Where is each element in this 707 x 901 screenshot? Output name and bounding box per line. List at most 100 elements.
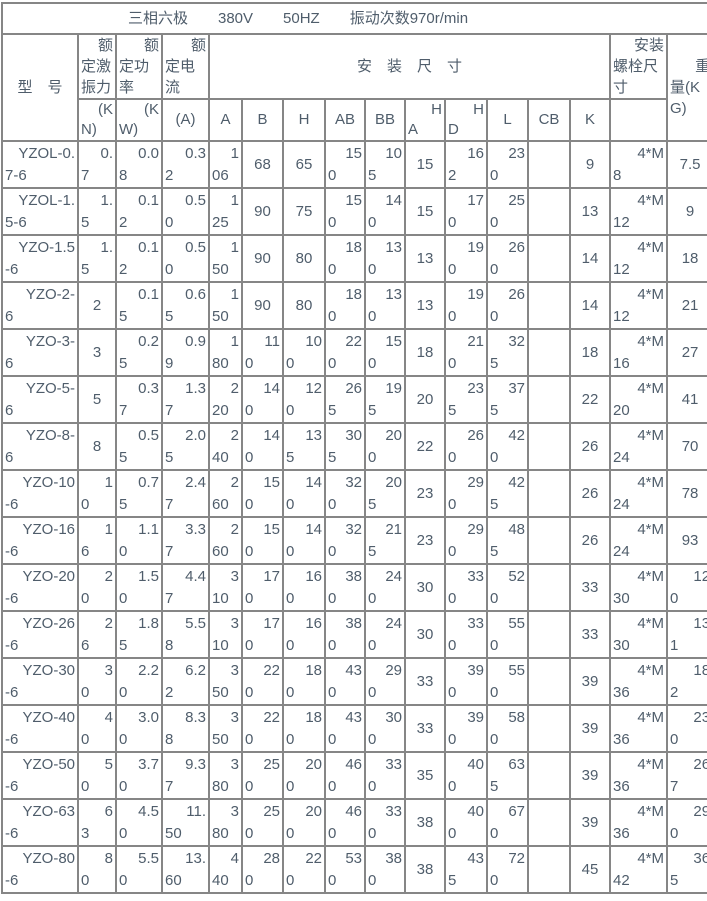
cell-K: 13 bbox=[569, 187, 611, 236]
cell-K: 22 bbox=[569, 375, 611, 424]
cell-BB: 14 0 bbox=[364, 187, 406, 236]
cell-AB: 32 0 bbox=[324, 516, 366, 565]
cell-CB bbox=[527, 328, 571, 377]
cell-bolt: 4*M 42 bbox=[609, 845, 668, 894]
cell-force: 3 bbox=[77, 328, 117, 377]
cell-power: 0.2 5 bbox=[115, 328, 163, 377]
cell-A: 1 50 bbox=[208, 234, 243, 283]
cell-weight: 27 bbox=[665, 328, 707, 377]
cell-model: YZO-8- 6 bbox=[1, 422, 79, 471]
cell-A: 3 10 bbox=[208, 610, 243, 659]
cell-BB: 13 0 bbox=[364, 234, 406, 283]
cell-HA: 23 bbox=[404, 469, 446, 518]
cell-HA: 23 bbox=[404, 516, 446, 565]
cell-bolt: 4*M 20 bbox=[609, 375, 668, 424]
table-row: YZO-3- 6 3 0.2 5 0.9 9 1 80 11 0 10 0 22 0 15 0 18 21 0 32 5 1… bbox=[1, 328, 707, 377]
cell-AB: 53 0 bbox=[324, 845, 366, 894]
cell-K: 45 bbox=[569, 845, 611, 894]
cell-model: YZO-40 -6 bbox=[1, 704, 79, 753]
cell-bolt: 4*M 36 bbox=[609, 657, 668, 706]
cell-current: 2.0 5 bbox=[161, 422, 210, 471]
cell-AB: 46 0 bbox=[324, 751, 366, 800]
cell-CB bbox=[527, 375, 571, 424]
cell-HA: 18 bbox=[404, 328, 446, 377]
table-row: YZO-30 -6 3 0 2.2 0 6.2 2 3 50 22 0 18 0 43 0 29 0 33 39 0 55… bbox=[1, 657, 707, 706]
cell-AB: 15 0 bbox=[324, 140, 366, 189]
cell-BB: 24 0 bbox=[364, 563, 406, 612]
cell-weight: 131 bbox=[665, 610, 707, 659]
table-row: YZO-1.5 -6 1. 5 0.1 2 0.5 0 1 50 90 80 18 0 13 0 13 19 0 26… bbox=[1, 234, 707, 283]
cell-HA: 38 bbox=[404, 798, 446, 847]
table-title-row: 三相六极 380V 50HZ 振动次数970r/min bbox=[0, 2, 707, 35]
cell-bolt: 4*M 12 bbox=[609, 187, 668, 236]
cell-L: 48 5 bbox=[486, 516, 529, 565]
cell-AB: 43 0 bbox=[324, 704, 366, 753]
cell-current: 11. 50 bbox=[161, 798, 210, 847]
cell-H: 80 bbox=[282, 281, 326, 330]
cell-L: 55 0 bbox=[486, 610, 529, 659]
cell-CB bbox=[527, 845, 571, 894]
cell-L: 42 5 bbox=[486, 469, 529, 518]
cell-L: 72 0 bbox=[486, 845, 529, 894]
cell-A: 2 60 bbox=[208, 516, 243, 565]
cell-HA: 22 bbox=[404, 422, 446, 471]
cell-HA: 15 bbox=[404, 140, 446, 189]
dim-col-b: B bbox=[241, 98, 284, 142]
cell-model: YZO-16 -6 bbox=[1, 516, 79, 565]
cell-L: 63 5 bbox=[486, 751, 529, 800]
cell-bolt: 4*M 8 bbox=[609, 140, 668, 189]
cell-H: 10 0 bbox=[282, 328, 326, 377]
cell-bolt: 4*M 24 bbox=[609, 516, 668, 565]
cell-current: 9.3 7 bbox=[161, 751, 210, 800]
cell-force: 1. 5 bbox=[77, 187, 117, 236]
cell-AB: 43 0 bbox=[324, 657, 366, 706]
table-row: YZO-10 -6 1 0 0.7 5 2.4 7 2 60 15 0 14 0 32 0 20 5 23 29 0 42… bbox=[1, 469, 707, 518]
cell-HA: 33 bbox=[404, 657, 446, 706]
cell-L: 37 5 bbox=[486, 375, 529, 424]
cell-HD: 16 2 bbox=[444, 140, 488, 189]
cell-B: 28 0 bbox=[241, 845, 284, 894]
cell-H: 14 0 bbox=[282, 516, 326, 565]
cell-A: 4 40 bbox=[208, 845, 243, 894]
cell-power: 1.1 0 bbox=[115, 516, 163, 565]
cell-AB: 18 0 bbox=[324, 234, 366, 283]
cell-HD: 17 0 bbox=[444, 187, 488, 236]
table-row: YZO-80 -6 8 0 5.5 0 13. 60 4 40 28 0 22 0 53 0 38 0 38 43 5 7… bbox=[1, 845, 707, 894]
cell-H: 22 0 bbox=[282, 845, 326, 894]
cell-A: 3 10 bbox=[208, 563, 243, 612]
cell-HA: 30 bbox=[404, 610, 446, 659]
cell-HD: 40 0 bbox=[444, 751, 488, 800]
cell-HD: 19 0 bbox=[444, 281, 488, 330]
table-row: YZO-20 -6 2 0 1.5 0 4.4 7 3 10 17 0 16 0 38 0 24 0 30 33 0 52… bbox=[1, 563, 707, 612]
cell-B: 25 0 bbox=[241, 751, 284, 800]
cell-power: 1.5 0 bbox=[115, 563, 163, 612]
cell-B: 17 0 bbox=[241, 563, 284, 612]
header-rated-power: 额定功率 bbox=[115, 33, 163, 100]
cell-power: 3.0 0 bbox=[115, 704, 163, 753]
cell-weight: 70 bbox=[665, 422, 707, 471]
cell-CB bbox=[527, 140, 571, 189]
cell-B: 14 0 bbox=[241, 422, 284, 471]
cell-HA: 13 bbox=[404, 234, 446, 283]
cell-H: 20 0 bbox=[282, 751, 326, 800]
cell-BB: 38 0 bbox=[364, 845, 406, 894]
cell-B: 68 bbox=[241, 140, 284, 189]
table-row: YZO-2- 6 2 0.1 5 0.6 5 1 50 90 80 18 0 13 0 13 19 0 26 0 14 4… bbox=[1, 281, 707, 330]
cell-HD: 43 5 bbox=[444, 845, 488, 894]
cell-current: 0.3 2 bbox=[161, 140, 210, 189]
cell-BB: 20 5 bbox=[364, 469, 406, 518]
cell-A: 1 50 bbox=[208, 281, 243, 330]
cell-model: YZO-80 -6 bbox=[1, 845, 79, 894]
header-bolt-size: 安装 螺栓尺寸 bbox=[609, 33, 668, 100]
table-row: YZO-26 -6 2 6 1.8 5 5.5 8 3 10 17 0 16 0 38 0 24 0 30 33 0 55… bbox=[1, 610, 707, 659]
cell-current: 6.2 2 bbox=[161, 657, 210, 706]
cell-K: 9 bbox=[569, 140, 611, 189]
cell-HA: 33 bbox=[404, 704, 446, 753]
cell-K: 39 bbox=[569, 798, 611, 847]
cell-model: YZO-30 -6 bbox=[1, 657, 79, 706]
cell-AB: 15 0 bbox=[324, 187, 366, 236]
cell-A: 1 80 bbox=[208, 328, 243, 377]
header-rated-force: 额定激振力 bbox=[77, 33, 117, 100]
